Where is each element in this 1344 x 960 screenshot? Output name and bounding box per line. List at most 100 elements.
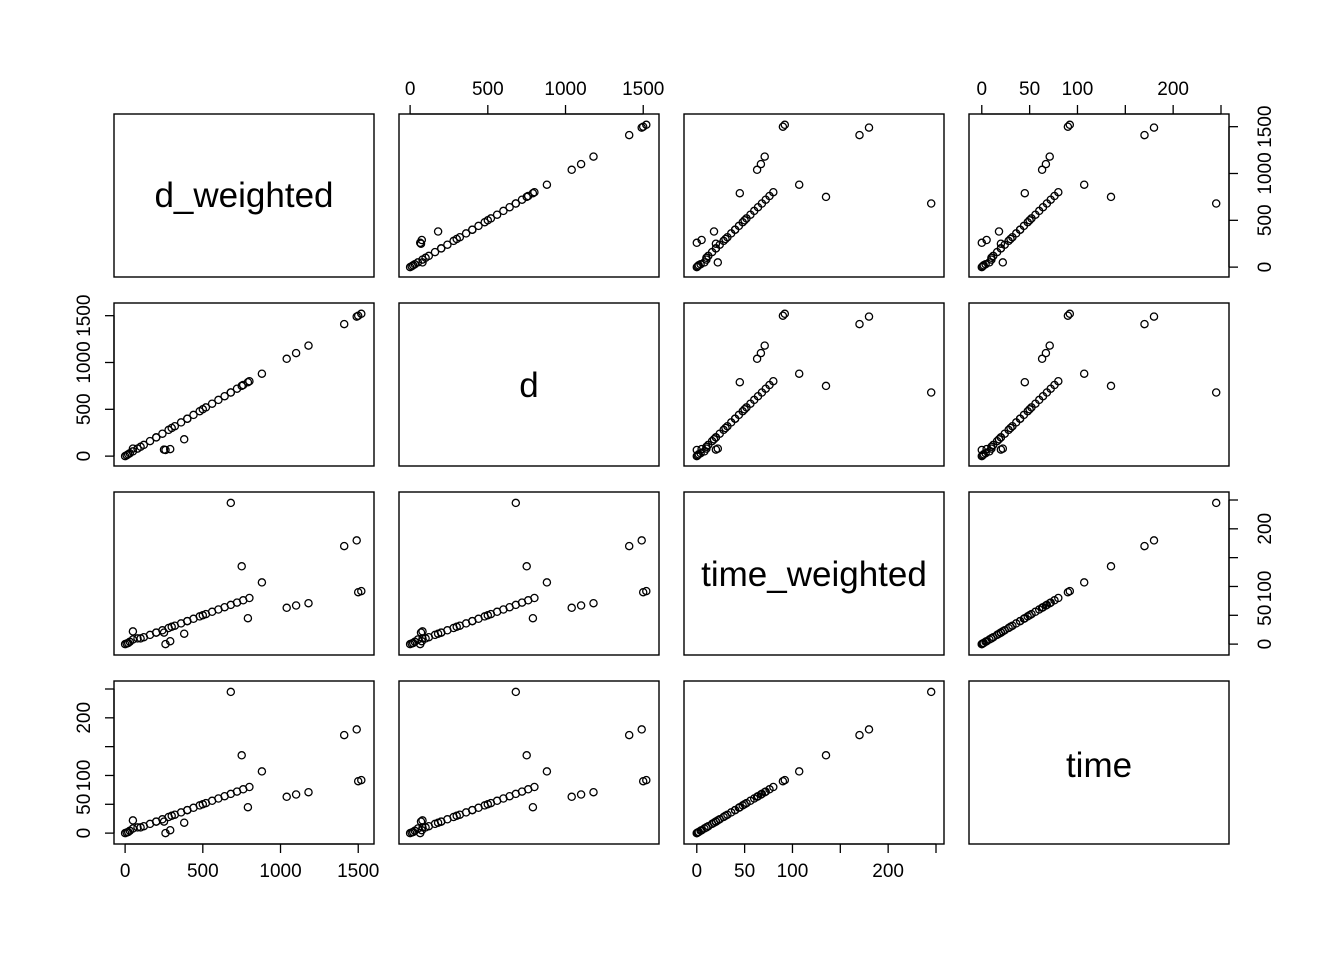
point-d_weighted-vs-time-23 bbox=[1054, 187, 1063, 197]
point-d-vs-time-43 bbox=[987, 442, 996, 452]
x-tick-label-d_weighted-1000: 1000 bbox=[259, 861, 301, 882]
point-d-vs-time_weighted-26 bbox=[692, 445, 702, 455]
x-tick-label-d_weighted-500: 500 bbox=[187, 861, 219, 882]
point-time-vs-d_weighted-44 bbox=[151, 817, 161, 826]
point-d-vs-time-37 bbox=[1079, 369, 1089, 378]
point-d_weighted-vs-time-29 bbox=[1037, 165, 1047, 175]
point-d-vs-time_weighted-28 bbox=[709, 435, 719, 444]
point-time_weighted-vs-d_weighted-31 bbox=[304, 598, 313, 608]
point-time-vs-d_weighted-32 bbox=[352, 725, 361, 734]
x-tick-label-time_weighted-50: 50 bbox=[734, 861, 755, 882]
point-d-vs-time-28 bbox=[994, 435, 1004, 444]
point-time-vs-time_weighted-43 bbox=[702, 823, 711, 832]
point-d_weighted-vs-time_weighted-40 bbox=[721, 234, 730, 244]
point-time_weighted-vs-d_weighted-35 bbox=[237, 562, 246, 571]
point-d_weighted-vs-time_weighted-29 bbox=[752, 165, 762, 175]
point-time-vs-time_weighted-31 bbox=[760, 787, 769, 797]
point-time-vs-d_weighted-23 bbox=[245, 782, 254, 792]
point-d-vs-d_weighted-9 bbox=[158, 429, 167, 438]
point-d-vs-time_weighted-23 bbox=[769, 376, 778, 386]
point-d_weighted-vs-time_weighted-34 bbox=[926, 199, 936, 208]
point-d_weighted-vs-d-41 bbox=[468, 225, 477, 234]
point-d-vs-time-23 bbox=[1054, 376, 1063, 386]
point-time_weighted-vs-time-23 bbox=[1054, 593, 1063, 603]
point-d-vs-time_weighted-33 bbox=[778, 311, 788, 320]
point-d-vs-time-38 bbox=[1140, 319, 1149, 329]
point-d_weighted-vs-d-44 bbox=[436, 244, 446, 253]
point-d_weighted-vs-time_weighted-33 bbox=[778, 122, 788, 131]
y-tick-label-d_weighted-1500: 1500 bbox=[1255, 106, 1276, 148]
y-tick-label-d_weighted-500: 500 bbox=[1255, 204, 1276, 236]
point-time_weighted-vs-d-31 bbox=[589, 598, 598, 608]
point-d_weighted-vs-d-17 bbox=[492, 210, 502, 219]
point-d-vs-d_weighted-18 bbox=[214, 395, 223, 405]
point-d_weighted-vs-time_weighted-25 bbox=[711, 239, 721, 248]
point-d-vs-time_weighted-25 bbox=[711, 445, 721, 454]
point-time-vs-d_weighted-38 bbox=[339, 730, 349, 740]
point-time_weighted-vs-time-44 bbox=[996, 628, 1006, 637]
point-d-vs-d_weighted-27 bbox=[165, 444, 175, 454]
point-d-vs-time-32 bbox=[1149, 312, 1159, 321]
point-time_weighted-vs-d_weighted-42 bbox=[198, 611, 208, 620]
point-time_weighted-vs-time-43 bbox=[987, 634, 996, 643]
point-time-vs-d_weighted-28 bbox=[179, 818, 189, 827]
point-time-vs-time_weighted-35 bbox=[821, 751, 831, 760]
point-d-vs-d_weighted-41 bbox=[183, 414, 192, 423]
point-d_weighted-vs-time-31 bbox=[1045, 152, 1054, 161]
x-tick-label-d-1500: 1500 bbox=[622, 79, 664, 100]
point-d_weighted-vs-time-43 bbox=[987, 253, 996, 263]
point-time_weighted-vs-d-34 bbox=[511, 498, 521, 508]
point-d_weighted-vs-time_weighted-38 bbox=[855, 130, 864, 140]
point-time_weighted-vs-d_weighted-43 bbox=[136, 634, 145, 643]
point-time_weighted-vs-d_weighted-32 bbox=[352, 536, 361, 545]
point-time_weighted-vs-time-35 bbox=[1106, 562, 1116, 571]
panel-4-4 bbox=[968, 680, 1230, 845]
point-time_weighted-vs-time-32 bbox=[1149, 536, 1159, 545]
point-d-vs-time-27 bbox=[982, 444, 991, 454]
point-d_weighted-vs-time-24 bbox=[998, 258, 1008, 267]
point-time_weighted-vs-d-41 bbox=[468, 616, 477, 626]
point-time_weighted-vs-d_weighted-34 bbox=[226, 498, 236, 508]
point-d_weighted-vs-d-18 bbox=[499, 206, 508, 216]
y-tick-label-time_weighted-100: 100 bbox=[1255, 571, 1276, 603]
point-d-vs-d_weighted-14 bbox=[189, 410, 198, 420]
x-tick-label-time-100: 100 bbox=[1062, 79, 1094, 100]
point-d-vs-d_weighted-43 bbox=[136, 442, 145, 452]
point-d_weighted-vs-time_weighted-31 bbox=[760, 152, 769, 161]
point-time_weighted-vs-d_weighted-39 bbox=[357, 586, 366, 596]
panel-2-2 bbox=[398, 302, 660, 467]
point-d_weighted-vs-time_weighted-28 bbox=[709, 227, 719, 236]
point-time_weighted-vs-d_weighted-29 bbox=[282, 603, 291, 613]
y-tick-label-time-100: 100 bbox=[74, 760, 95, 792]
point-time-vs-time_weighted-23 bbox=[769, 782, 778, 792]
point-time_weighted-vs-d-36 bbox=[528, 613, 538, 623]
points-layer bbox=[120, 120, 1221, 838]
point-d_weighted-vs-d-7 bbox=[430, 247, 440, 257]
point-d_weighted-vs-time_weighted-42 bbox=[740, 216, 749, 225]
point-time_weighted-vs-d-43 bbox=[421, 634, 430, 643]
x-tick-label-d-500: 500 bbox=[472, 79, 504, 100]
x-tick-label-time-0: 0 bbox=[976, 79, 987, 100]
x-tick-label-time_weighted-0: 0 bbox=[691, 861, 702, 882]
point-time-vs-d-40 bbox=[452, 811, 461, 821]
point-time-vs-d-29 bbox=[567, 792, 576, 802]
point-d_weighted-vs-time-33 bbox=[1063, 122, 1073, 131]
point-d_weighted-vs-time_weighted-44 bbox=[711, 244, 721, 253]
point-time-vs-d_weighted-34 bbox=[226, 687, 236, 697]
point-time-vs-d_weighted-25 bbox=[159, 817, 169, 826]
point-d_weighted-vs-time-44 bbox=[996, 244, 1006, 253]
point-time_weighted-vs-d-35 bbox=[522, 562, 531, 571]
point-d-vs-time_weighted-31 bbox=[760, 341, 769, 350]
point-time_weighted-vs-time-39 bbox=[1065, 586, 1075, 596]
point-d-vs-time_weighted-38 bbox=[855, 319, 864, 329]
point-time_weighted-vs-d_weighted-44 bbox=[151, 628, 161, 637]
point-time-vs-time_weighted-40 bbox=[721, 811, 730, 821]
point-d_weighted-vs-d-27 bbox=[417, 235, 427, 245]
point-d_weighted-vs-time_weighted-39 bbox=[780, 120, 790, 130]
point-time-vs-d_weighted-30 bbox=[291, 790, 301, 799]
point-d_weighted-vs-d-38 bbox=[624, 130, 634, 140]
point-d-vs-time-42 bbox=[1025, 405, 1034, 414]
point-d_weighted-vs-d-30 bbox=[576, 159, 586, 169]
point-d-vs-time_weighted-40 bbox=[721, 423, 730, 433]
panel-1-4 bbox=[968, 113, 1230, 278]
